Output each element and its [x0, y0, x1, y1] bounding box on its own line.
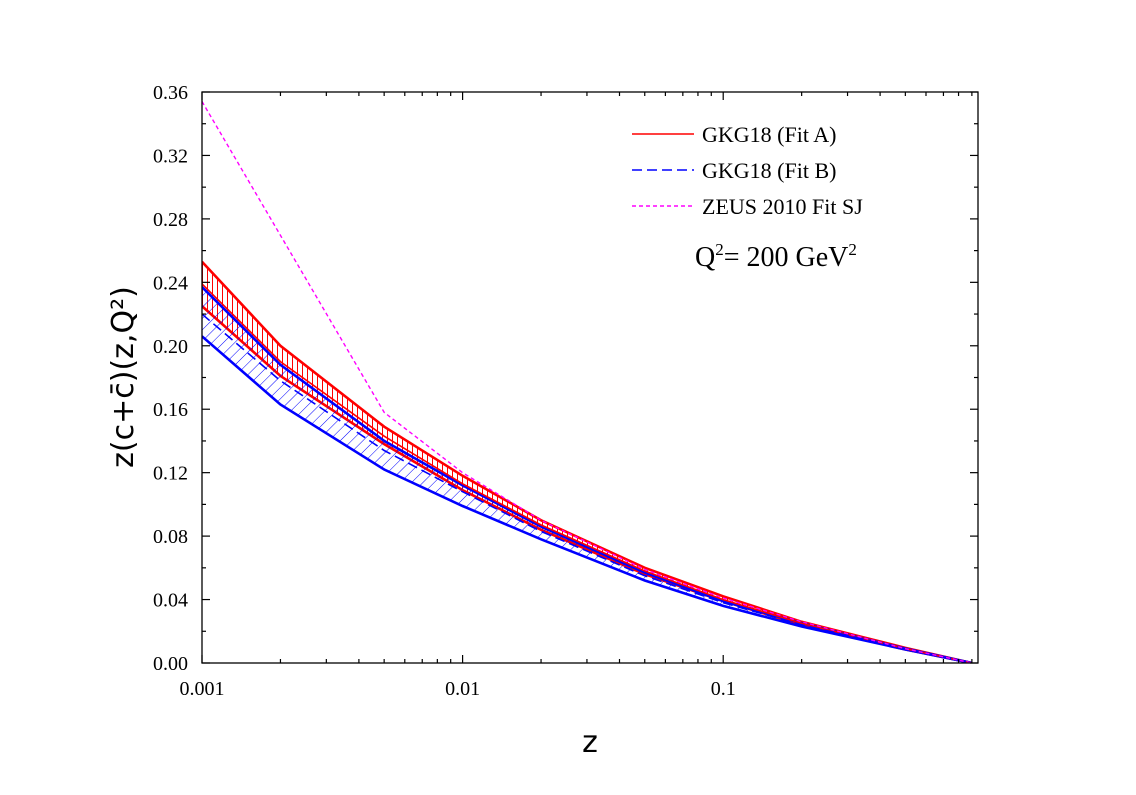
series-line: [202, 313, 973, 663]
q2-annotation-prefix: Q: [695, 242, 715, 273]
error-bands: [202, 260, 973, 663]
y-tick-label: 0.36: [153, 82, 188, 104]
legend-label: ZEUS 2010 Fit SJ: [702, 194, 863, 219]
x-axis-title: z: [582, 725, 598, 760]
x-axis: 0.001 0.01 0.1: [180, 92, 973, 700]
series-lines: [202, 101, 973, 663]
y-axis-title: z(c+c̄)(z,Q²): [106, 286, 141, 468]
q2-annotation-middle: = 200 GeV: [724, 242, 849, 273]
y-axis: 0.00 0.04 0.08 0.12 0.16 0.20 0.24 0.28 0.32 0.36: [153, 82, 978, 675]
x-tick-label: 0.01: [445, 678, 480, 700]
y-tick-label: 0.32: [153, 145, 188, 167]
legend: GKG18 (Fit A) GKG18 (Fit B) ZEUS 2010 Fit …: [632, 122, 863, 219]
band-fill: [202, 287, 972, 663]
y-tick-label: 0.12: [153, 463, 188, 485]
x-tick-label: 0.001: [180, 678, 225, 700]
y-tick-label: 0.04: [153, 590, 188, 612]
legend-label: GKG18 (Fit B): [702, 158, 836, 183]
band-lower-edge: [202, 305, 973, 663]
band-upper-edge: [202, 286, 973, 663]
y-tick-label: 0.28: [153, 209, 188, 231]
y-tick-label: 0.20: [153, 336, 188, 358]
q2-annotation-exp2: 2: [848, 240, 857, 259]
legend-label: GKG18 (Fit A): [702, 122, 836, 147]
series-line: [202, 283, 973, 663]
y-tick-label: 0.00: [153, 653, 188, 675]
y-tick-label: 0.08: [153, 526, 188, 548]
q2-annotation: Q2= 200 GeV2: [695, 240, 857, 273]
y-tick-label: 0.24: [153, 272, 188, 294]
band-upper-edge: [202, 260, 973, 663]
q2-annotation-exp1: 2: [715, 240, 724, 259]
y-tick-label: 0.16: [153, 399, 188, 421]
series-line: [202, 101, 973, 663]
band-fill: [202, 261, 972, 663]
band-lower-edge: [202, 335, 973, 663]
x-tick-label: 0.1: [711, 678, 736, 700]
